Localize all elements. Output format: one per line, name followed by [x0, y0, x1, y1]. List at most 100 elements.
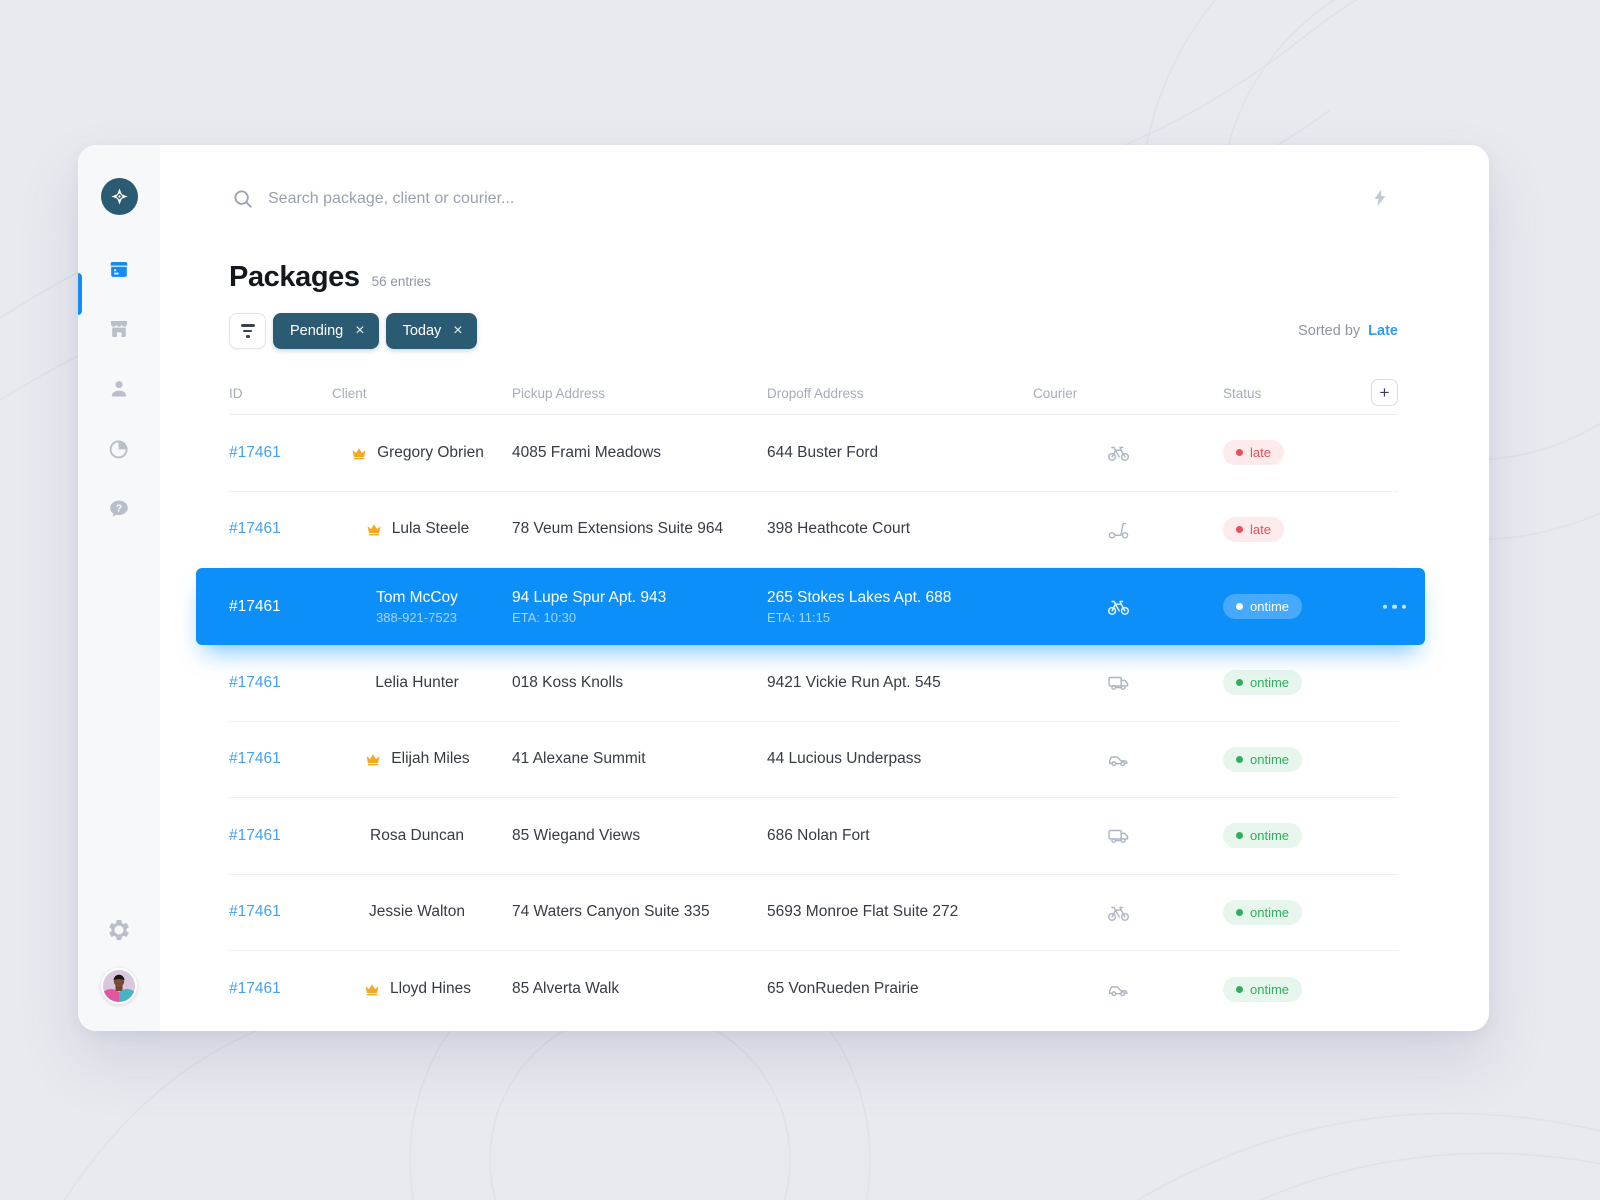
sidebar-item-settings[interactable]: [107, 918, 131, 942]
status-badge: ontime: [1223, 594, 1303, 619]
filter-button[interactable]: [229, 313, 266, 349]
pickup-eta: ETA: 10:30: [512, 609, 577, 625]
client-name: Gregory Obrien: [377, 443, 484, 461]
pickup-cell: 94 Lupe Spur Apt. 943 ETA: 10:30: [512, 589, 767, 625]
column-header-pickup[interactable]: Pickup Address: [512, 386, 606, 401]
table-row[interactable]: #17461 Gregory Obrien 4085 Frami Meadows…: [229, 415, 1398, 492]
filter-chip-pending[interactable]: Pending ×: [273, 313, 379, 349]
package-id-link[interactable]: #17461: [229, 826, 281, 844]
table-row[interactable]: #17461 Lelia Hunter 018 Koss Knolls 9421…: [229, 645, 1398, 722]
package-id-link[interactable]: #17461: [229, 750, 281, 768]
active-nav-indicator: [78, 273, 82, 315]
dropoff-cell: 644 Buster Ford: [767, 444, 1033, 462]
pickup-address: 85 Alverta Walk: [512, 980, 620, 998]
pickup-address: 94 Lupe Spur Apt. 943: [512, 588, 667, 606]
status-dot: [1236, 908, 1243, 916]
dropoff-eta: ETA: 11:15: [767, 609, 831, 625]
status-cell: ontime: [1223, 594, 1398, 619]
status-label: late: [1250, 445, 1271, 461]
add-package-button[interactable]: +: [1371, 379, 1398, 406]
client-name: Lula Steele: [391, 520, 470, 538]
table-row[interactable]: #17461 Lloyd Hines 85 Alverta Walk 65 Vo…: [229, 951, 1398, 1028]
column-header-status[interactable]: Status: [1223, 386, 1262, 401]
pie-chart-icon: [107, 440, 131, 465]
status-cell: late: [1223, 440, 1398, 466]
dropoff-address: 9421 Vickie Run Apt. 545: [767, 673, 941, 691]
sidebar-item-stores[interactable]: [107, 317, 131, 341]
pickup-cell: 78 Veum Extensions Suite 964: [512, 520, 767, 538]
close-icon[interactable]: ×: [355, 322, 365, 339]
pickup-address: 74 Waters Canyon Suite 335: [512, 903, 710, 921]
pickup-cell: 41 Alexane Summit: [512, 750, 767, 768]
package-id-link[interactable]: #17461: [229, 520, 281, 538]
car-icon: [1107, 978, 1130, 1001]
filter-chip-label: Today: [402, 323, 442, 339]
user-icon: [107, 381, 131, 405]
car-icon: [1107, 748, 1130, 771]
sort-control: Sorted by Late: [1298, 323, 1398, 339]
courier-cell: [1033, 901, 1223, 924]
sidebar-item-clients[interactable]: [107, 377, 131, 401]
status-dot: [1236, 985, 1243, 993]
dropoff-cell: 5693 Monroe Flat Suite 272: [767, 903, 1033, 921]
close-icon[interactable]: ×: [453, 322, 463, 339]
sidebar-item-packages[interactable]: [107, 257, 131, 281]
pickup-cell: 74 Waters Canyon Suite 335: [512, 903, 767, 921]
pickup-address: 78 Veum Extensions Suite 964: [512, 520, 724, 538]
dropoff-cell: 398 Heathcote Court: [767, 520, 1033, 538]
pickup-address: 018 Koss Knolls: [512, 673, 624, 691]
svg-text:?: ?: [116, 503, 122, 515]
package-id-link[interactable]: #17461: [229, 443, 281, 461]
package-id-link[interactable]: #17461: [229, 903, 281, 921]
package-id-link[interactable]: #17461: [229, 597, 281, 615]
status-label: ontime: [1250, 981, 1290, 997]
client-cell: Lloyd Hines: [332, 980, 512, 998]
table-row[interactable]: #17461 Lula Steele 78 Veum Extensions Su…: [229, 492, 1398, 568]
status-label: ontime: [1250, 904, 1290, 920]
search-icon: [232, 188, 254, 210]
table-row[interactable]: #17461 Tom McCoy 388-921-7523 94 Lupe Sp…: [196, 568, 1425, 645]
search-bar: [229, 145, 1398, 219]
status-dot: [1236, 832, 1243, 840]
truck-icon: [1107, 671, 1130, 694]
status-badge: ontime: [1223, 670, 1303, 696]
dropoff-address: 265 Stokes Lakes Apt. 688: [767, 588, 952, 606]
courier-cell: [1033, 595, 1223, 618]
column-header-courier[interactable]: Courier: [1033, 386, 1078, 401]
sidebar-item-analytics[interactable]: [107, 437, 131, 461]
table-row[interactable]: #17461 Jessie Walton 74 Waters Canyon Su…: [229, 875, 1398, 951]
user-avatar[interactable]: [101, 968, 137, 1004]
table-row[interactable]: #17461 Rosa Duncan 85 Wiegand Views 686 …: [229, 798, 1398, 875]
status-cell: ontime: [1223, 823, 1398, 849]
courier-cell: [1033, 748, 1223, 771]
filter-chip-today[interactable]: Today ×: [385, 313, 477, 349]
status-dot: [1236, 679, 1243, 687]
sidebar-nav: ?: [107, 257, 131, 521]
status-badge: late: [1223, 516, 1284, 542]
row-more-menu[interactable]: [1377, 598, 1413, 615]
column-header-id[interactable]: ID: [229, 386, 243, 401]
main-content: Packages 56 entries Pending × Today × So…: [160, 145, 1489, 1031]
column-header-client[interactable]: Client: [332, 386, 367, 401]
dropoff-address: 65 VonRueden Prairie: [767, 980, 919, 998]
sorted-by-value[interactable]: Late: [1368, 323, 1398, 339]
courier-cell: [1033, 671, 1223, 694]
sidebar-item-help[interactable]: ?: [107, 497, 131, 521]
dropoff-address: 686 Nolan Fort: [767, 826, 870, 844]
status-label: ontime: [1250, 828, 1290, 844]
dropoff-cell: 44 Lucious Underpass: [767, 750, 1033, 768]
page-header: Packages 56 entries: [229, 261, 1398, 294]
package-id-link[interactable]: #17461: [229, 673, 281, 691]
pickup-cell: 018 Koss Knolls: [512, 674, 767, 692]
page-title: Packages: [229, 261, 360, 293]
lightning-icon[interactable]: [1370, 188, 1390, 208]
status-cell: ontime: [1223, 746, 1398, 772]
search-input[interactable]: [268, 189, 1398, 208]
column-header-dropoff[interactable]: Dropoff Address: [767, 386, 864, 401]
table-row[interactable]: #17461 Elijah Miles 41 Alexane Summit 44…: [229, 722, 1398, 798]
bike-icon: [1107, 595, 1130, 618]
app-logo[interactable]: [100, 178, 138, 215]
status-label: ontime: [1250, 599, 1290, 614]
package-id-link[interactable]: #17461: [229, 980, 281, 998]
dropoff-address: 644 Buster Ford: [767, 443, 879, 461]
